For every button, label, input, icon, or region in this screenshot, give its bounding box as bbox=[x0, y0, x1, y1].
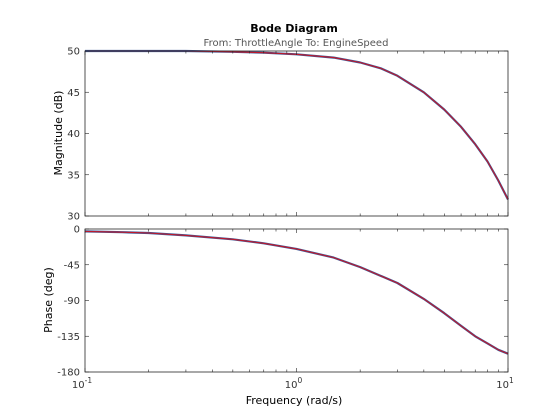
y-tick-label: 45 bbox=[67, 88, 80, 99]
x-tick-label: 10-1 bbox=[72, 376, 92, 391]
y-tick-label: -135 bbox=[57, 332, 80, 343]
chart-subtitle: From: ThrottleAngle To: EngineSpeed bbox=[204, 38, 389, 49]
chart-title: Bode Diagram bbox=[250, 22, 338, 35]
magnitude-axis-label: Magnitude (dB) bbox=[52, 91, 65, 176]
y-tick-label: 0 bbox=[74, 225, 80, 236]
y-tick-label: -180 bbox=[57, 368, 80, 379]
magnitude-series-model bbox=[85, 50, 509, 200]
phase-series-model bbox=[84, 230, 509, 355]
x-tick-label: 100 bbox=[285, 376, 303, 391]
y-tick-label: -45 bbox=[64, 260, 80, 271]
x-axis-label: Frequency (rad/s) bbox=[246, 394, 343, 407]
magnitude-plot-frame bbox=[84, 50, 509, 217]
phase-series-measured bbox=[84, 230, 509, 355]
magnitude-panel: 30 35 40 45 50 bbox=[67, 47, 509, 223]
y-tick-label: -90 bbox=[64, 296, 80, 307]
phase-axis-label: Phase (deg) bbox=[42, 267, 55, 333]
y-tick-label: 40 bbox=[67, 129, 80, 140]
y-tick-label: 30 bbox=[67, 212, 80, 223]
phase-panel: 0 -45 -90 -135 -180 bbox=[57, 225, 509, 379]
x-tick-label: 101 bbox=[496, 376, 514, 391]
y-tick-label: 35 bbox=[67, 170, 80, 181]
y-tick-label: 50 bbox=[67, 47, 80, 58]
magnitude-series-measured bbox=[85, 49, 509, 201]
phase-plot-frame bbox=[84, 228, 509, 373]
